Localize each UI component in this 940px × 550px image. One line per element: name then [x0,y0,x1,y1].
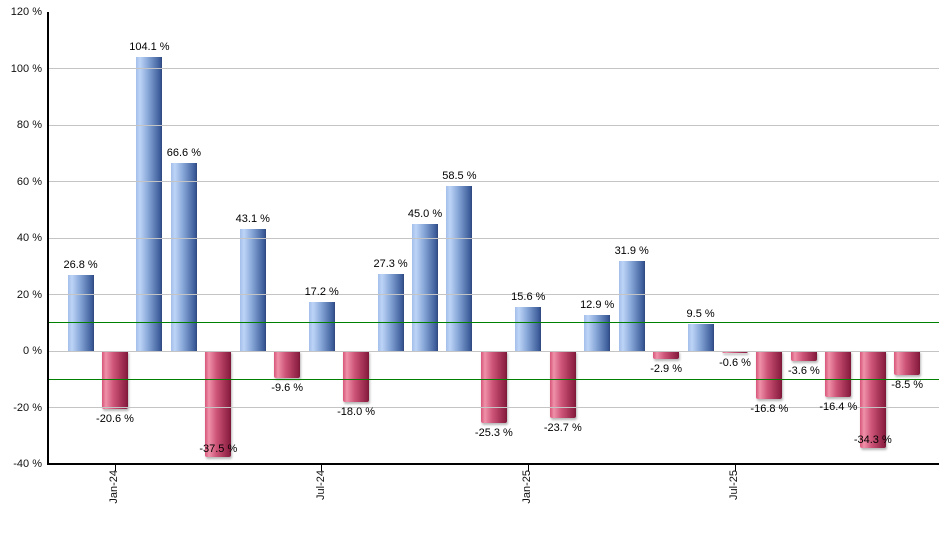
bar-value-label: 9.5 % [686,308,715,321]
x-axis-tick-mark [114,465,116,471]
bar-value-label: 66.6 % [166,146,202,159]
bar-positive [515,306,542,351]
bar-value-label: 26.8 % [63,259,98,272]
bar-value-label: 15.6 % [511,290,546,303]
bar-negative [722,351,748,353]
y-axis-tick-label: -20 % [13,401,42,414]
bar-positive [239,229,266,351]
bar-positive [67,275,94,351]
x-axis-tick-label: Jan-24 [108,470,120,504]
bar-negative [859,351,886,448]
x-axis-line [47,463,939,465]
gridline [48,237,939,239]
gridline [48,294,939,295]
bar-value-label: -8.5 % [891,379,924,391]
bar-value-label: -9.6 % [271,382,304,395]
y-axis-tick-label: 80 % [16,119,42,131]
bar-positive [618,260,645,351]
bar-positive [308,302,335,351]
bar-value-label: 43.1 % [235,213,270,226]
bar-negative [790,351,817,362]
bar-negative [825,351,852,398]
y-axis-tick-label: 120 % [10,6,42,18]
y-axis-line [47,12,49,464]
bar-positive [446,185,473,351]
bar-value-label: 17.2 % [304,286,339,299]
x-axis-tick-label: Jul-25 [728,470,740,500]
bar-value-label: -25.3 % [474,426,513,439]
gridline [48,124,939,126]
bar-positive [687,324,714,351]
x-axis-tick-mark [527,465,529,471]
bar-value-label: -16.4 % [819,401,858,414]
bar-positive [584,314,611,351]
x-axis-tick-label: Jul-24 [314,470,327,500]
bar-value-label: -16.8 % [750,402,789,415]
bar-value-label: 12.9 % [580,298,615,311]
y-axis-tick-label: 60 % [16,175,42,188]
bar-value-label: -20.6 % [96,413,134,426]
y-axis-tick-label: 40 % [16,232,42,244]
x-axis-tick-label: Jan-25 [521,470,534,504]
gridline [48,68,939,69]
reference-line [48,378,939,380]
bar-negative [756,351,783,399]
bar-value-label: 45.0 % [407,207,443,220]
bar-negative [653,351,680,360]
bar-negative [343,351,370,402]
y-axis-tick-label: 100 % [10,62,42,75]
x-axis-tick-mark [321,465,323,471]
bar-negative [274,351,301,379]
bar-negative [205,351,232,457]
bar-value-label: -2.9 % [650,363,682,376]
y-axis-tick-label: 20 % [16,288,42,301]
gridline [48,407,939,408]
bar-value-label: 27.3 % [373,257,408,270]
bar-negative [102,351,128,410]
gridline [48,181,939,182]
zero-gridline [48,350,939,352]
bar-negative [549,351,576,418]
bar-value-label: -34.3 % [853,433,892,446]
bar-value-label: 58.5 % [442,169,477,182]
bar-value-label: -3.6 % [787,365,820,378]
y-axis-tick-label: -40 % [13,458,42,470]
bar-value-label: -18.0 % [337,405,376,418]
reference-line [48,322,939,324]
bar-positive [377,273,404,351]
bar-value-label: -37.5 % [199,442,238,455]
x-axis-tick-mark [734,465,736,471]
bar-positive [170,162,197,351]
bar-negative [894,351,921,375]
bar-value-label: -0.6 % [719,356,751,369]
bar-value-label: -23.7 % [543,422,582,434]
bar-positive [136,56,163,351]
bar-value-label: 104.1 % [129,40,170,53]
bar-value-label: 31.9 % [614,244,649,257]
y-axis-tick-label: 0 % [23,345,42,357]
bar-positive [412,223,438,351]
bar-negative [480,351,507,423]
